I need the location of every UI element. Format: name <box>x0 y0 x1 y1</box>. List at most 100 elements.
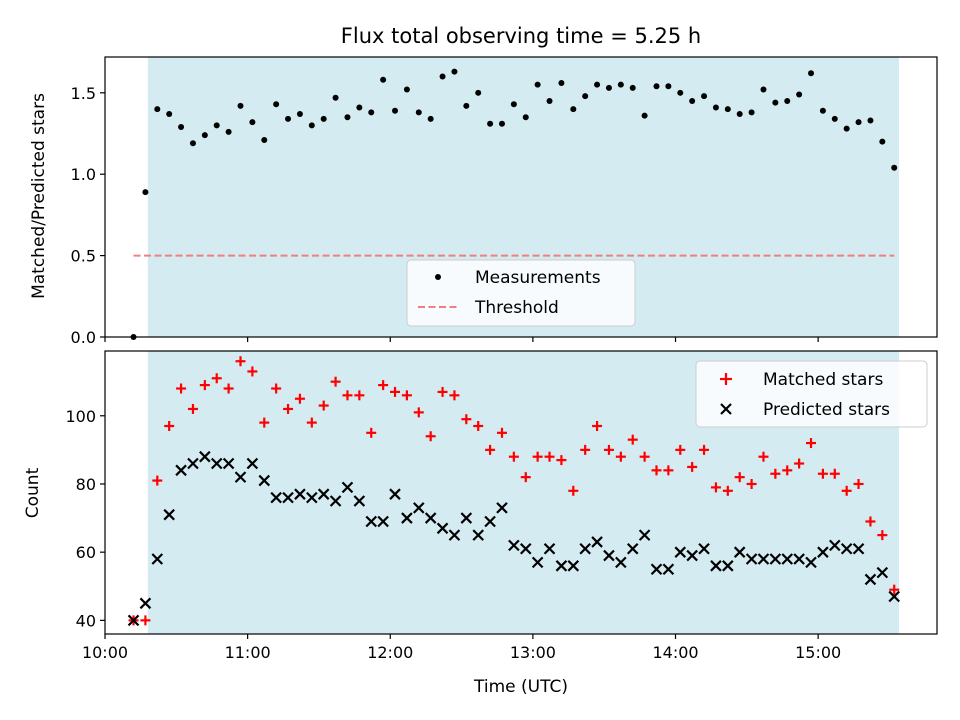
matched-star-point <box>425 431 436 442</box>
measurement-point <box>142 189 149 196</box>
measurement-point <box>855 119 862 126</box>
measurement-point <box>796 91 803 98</box>
predicted-star-point <box>591 536 603 548</box>
matched-star-point <box>556 455 567 466</box>
matched-star-point <box>318 400 329 411</box>
predicted-star-point <box>840 542 853 555</box>
measurement-point <box>570 106 577 113</box>
predicted-star-point <box>413 502 425 514</box>
measurement-point <box>546 97 553 104</box>
predicted-star-point <box>199 450 211 463</box>
measurement-point <box>582 93 589 100</box>
top-panel: 0.0 0.5 1.0 1.5 Measurements Threshold <box>71 56 938 347</box>
matched-star-point <box>354 390 365 401</box>
predicted-star-point <box>317 488 330 500</box>
measurement-point <box>784 97 791 104</box>
measurement-point <box>451 68 458 75</box>
matched-star-point <box>437 386 448 397</box>
matched-star-point <box>592 421 603 432</box>
chart-title: Flux total observing time = 5.25 h <box>341 24 701 48</box>
matched-star-point <box>508 451 519 462</box>
measurement-point <box>605 84 612 91</box>
matched-star-point <box>829 468 840 479</box>
measurement-point <box>332 94 339 101</box>
measurement-point <box>665 83 672 90</box>
top-y-tick-label: 1.5 <box>71 84 96 103</box>
matched-star-point <box>580 444 591 455</box>
predicted-star-point <box>246 457 259 470</box>
measurement-point <box>808 70 815 77</box>
matched-star-point <box>140 615 151 626</box>
matched-star-point <box>211 373 222 384</box>
top-y-tick-label: 0.0 <box>71 328 96 347</box>
predicted-star-point <box>745 553 758 565</box>
matched-star-point <box>366 427 377 438</box>
measurement-point <box>201 132 208 139</box>
measurement-point <box>296 110 303 117</box>
top-axes-frame <box>104 56 938 338</box>
predicted-star-point <box>555 560 568 572</box>
predicted-star-point <box>175 464 187 477</box>
legend-threshold-label: Threshold <box>474 298 559 318</box>
legend-matched-marker <box>720 373 732 385</box>
predicted-star-point <box>769 553 782 565</box>
top-y-tick-label: 0.5 <box>71 247 96 266</box>
matched-star-point <box>889 584 900 595</box>
measurement-point <box>487 120 494 127</box>
predicted-star-point <box>151 553 164 565</box>
matched-star-point <box>639 451 650 462</box>
bottom-axes-frame <box>104 350 938 635</box>
predicted-star-point <box>793 553 805 565</box>
matched-star-point <box>235 356 246 367</box>
predicted-star-point <box>650 563 663 575</box>
matched-star-point <box>841 485 852 496</box>
matched-star-point <box>496 427 507 438</box>
predicted-star-point <box>531 556 544 569</box>
legend-measurements-label: Measurements <box>475 268 601 288</box>
predicted-star-point <box>270 491 282 504</box>
measurement-point <box>760 86 767 93</box>
predicted-star-point <box>496 502 508 514</box>
bottom-y-axis-label: Count <box>23 467 43 518</box>
measurement-point <box>213 122 220 129</box>
predicted-star-point <box>579 542 591 555</box>
measurement-point <box>641 112 648 119</box>
bottom-y-tick-label: 40 <box>76 611 96 630</box>
predicted-star-point <box>674 546 687 558</box>
predicted-star-point <box>686 549 698 562</box>
matched-star-point <box>675 444 686 455</box>
predicted-star-point <box>448 529 461 541</box>
predicted-star-point <box>258 474 271 487</box>
measurement-point <box>178 124 185 130</box>
measurement-point <box>392 107 399 114</box>
matched-star-point <box>401 390 412 401</box>
legend-matched-label: Matched stars <box>763 370 883 390</box>
predicted-star-point <box>864 573 877 586</box>
matched-star-point <box>532 451 543 462</box>
predicted-star-point <box>365 515 378 528</box>
matched-star-point <box>663 465 674 476</box>
measurement-point <box>320 115 327 122</box>
predicted-star-point <box>805 556 817 569</box>
measurement-point <box>368 109 375 116</box>
predicted-star-point <box>222 457 235 470</box>
matched-star-point <box>794 458 805 469</box>
measurement-point <box>498 120 505 127</box>
measurement-point <box>677 89 684 96</box>
legend-predicted-label: Predicted stars <box>763 400 890 420</box>
predicted-star-point <box>781 553 794 565</box>
measurement-point <box>308 122 315 129</box>
predicted-star-point <box>567 560 580 572</box>
measurement-point <box>439 73 446 80</box>
measurement-point <box>617 81 624 88</box>
predicted-star-point <box>294 488 306 500</box>
matched-star-point <box>152 475 163 486</box>
legend-predicted-marker <box>720 403 732 415</box>
measurement-point <box>403 86 410 93</box>
matched-star-point <box>651 465 662 476</box>
predicted-star-point <box>234 471 247 483</box>
predicted-star-point <box>436 522 449 535</box>
matched-star-point <box>283 403 294 414</box>
matched-star-point <box>390 386 401 397</box>
bottom-x-tick-label: 15:00 <box>795 643 841 662</box>
